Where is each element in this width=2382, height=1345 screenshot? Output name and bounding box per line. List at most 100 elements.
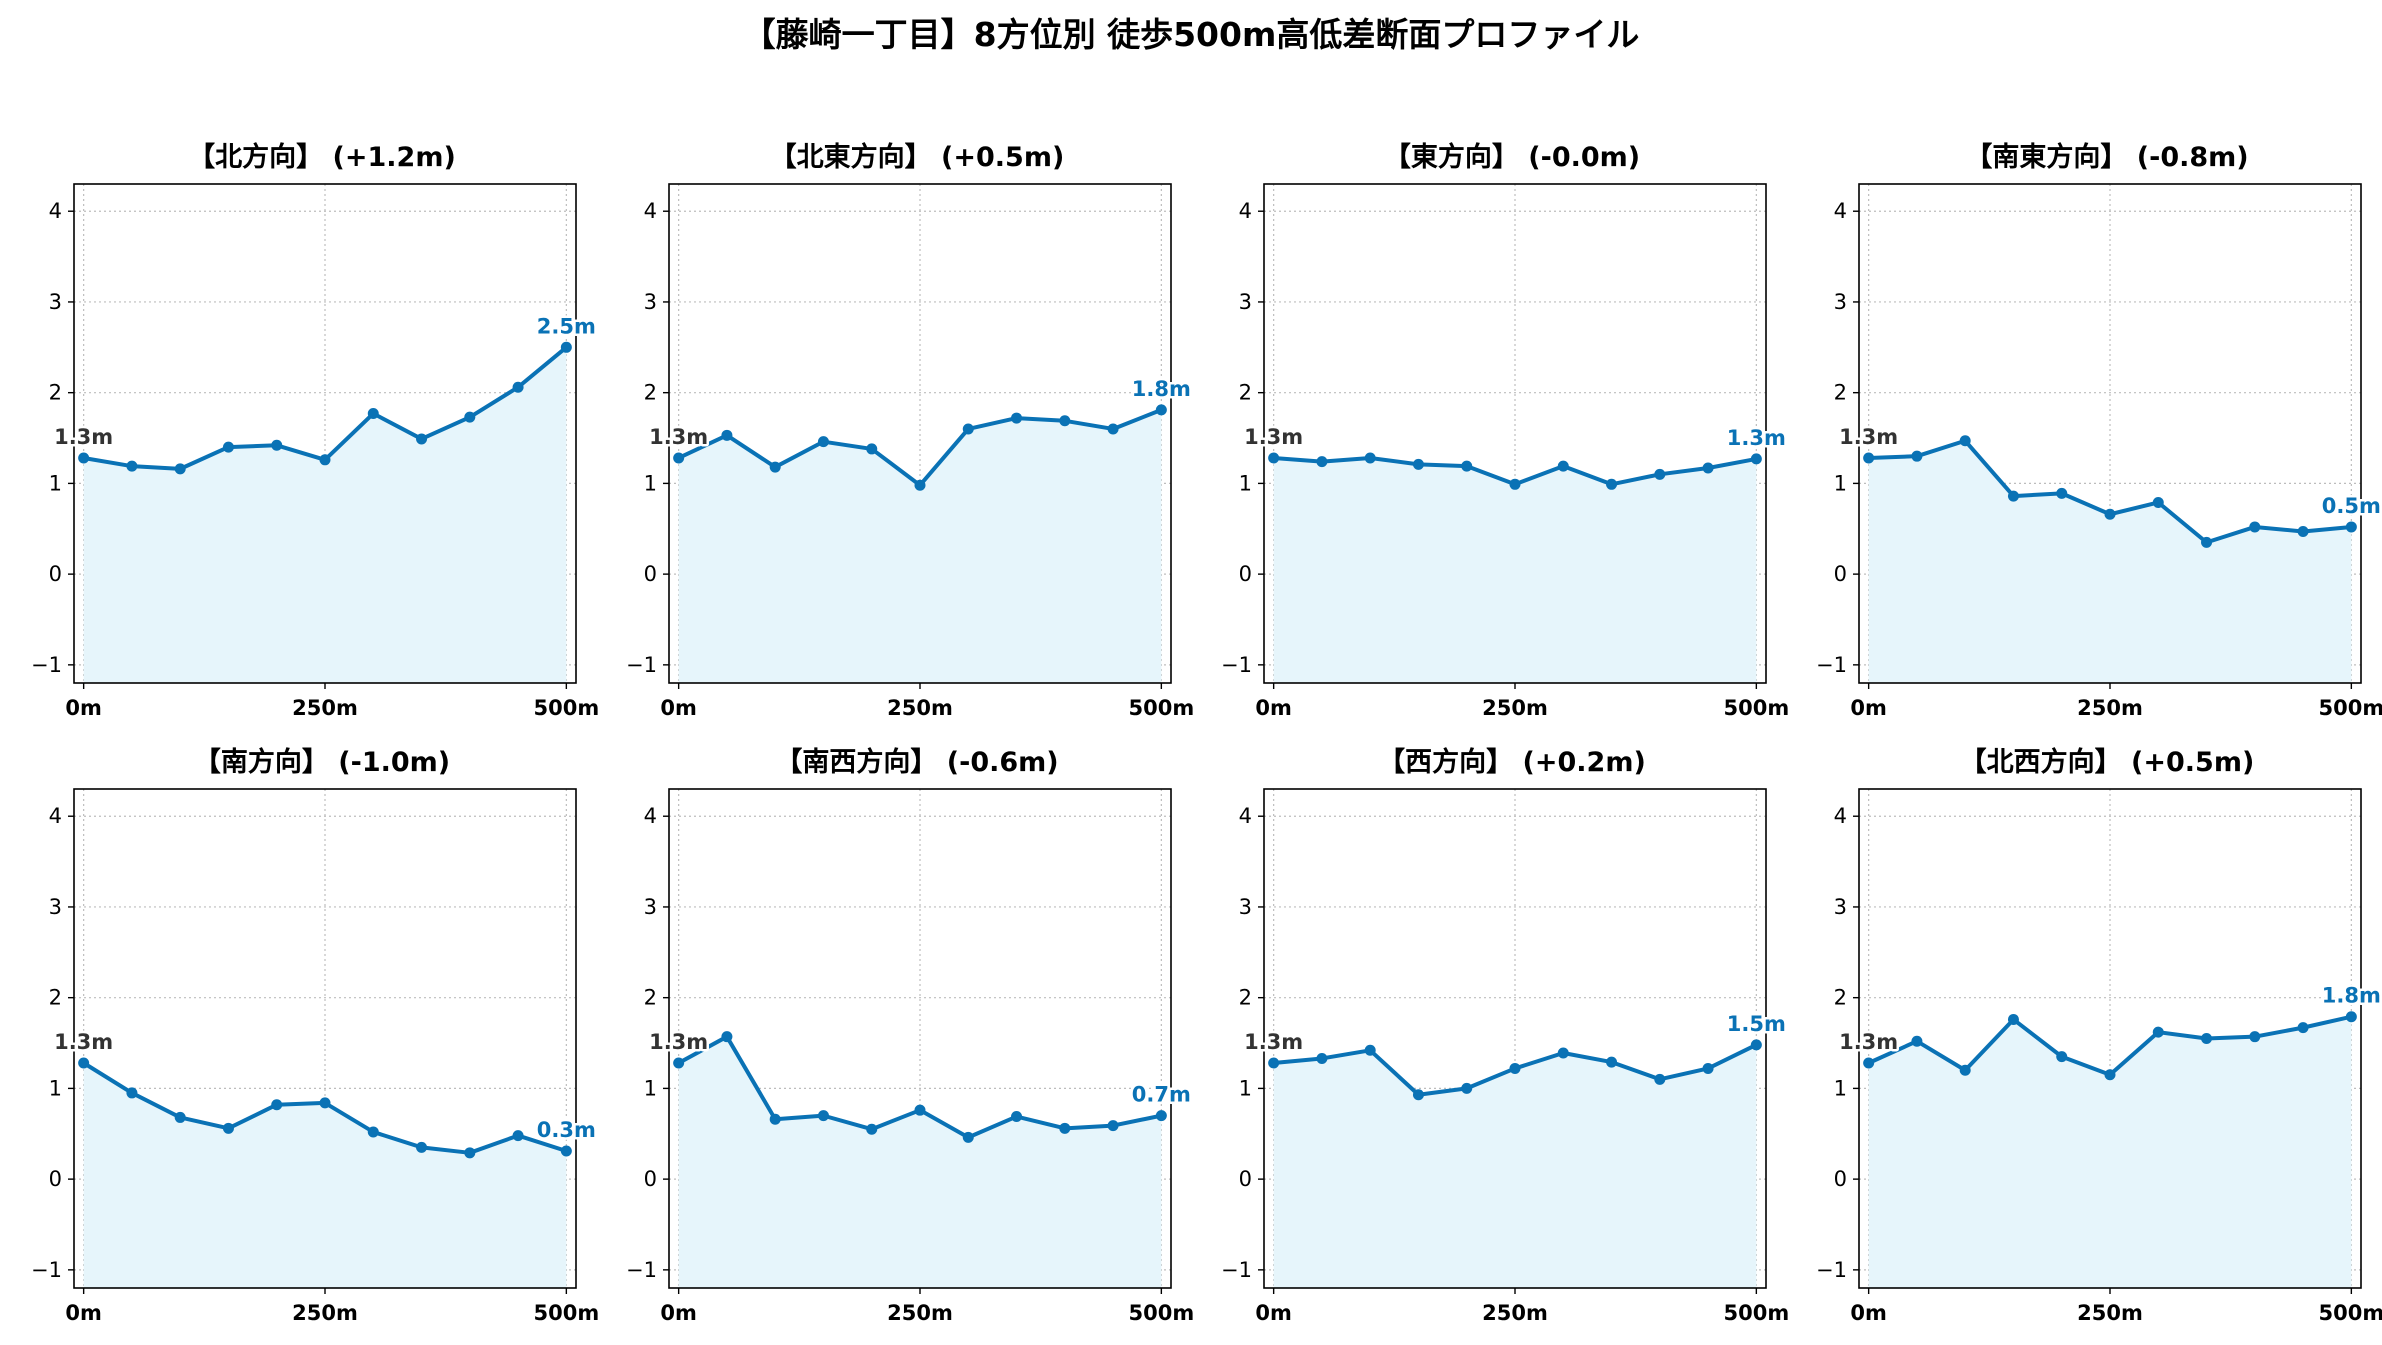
chart-title: 【北方向】 (+1.2m) (188, 142, 456, 173)
y-tick-label: 4 (1239, 804, 1252, 828)
y-tick-label: 3 (644, 895, 657, 919)
data-point (1268, 1057, 1280, 1069)
data-point (2056, 487, 2068, 499)
data-point (721, 1031, 733, 1043)
data-point (1268, 452, 1280, 464)
data-point (222, 1122, 234, 1134)
x-tick-label: 0m (1850, 1301, 1887, 1325)
end-elevation-label: 1.5m (1727, 1012, 1786, 1036)
data-point (1059, 1122, 1071, 1134)
y-tick-label: 1 (49, 471, 62, 495)
end-elevation-label: 0.7m (1132, 1083, 1191, 1107)
data-point (2297, 1022, 2309, 1034)
y-tick-label: 0 (1239, 562, 1252, 586)
data-point (1059, 415, 1071, 427)
y-tick-label: 1 (1239, 1076, 1252, 1100)
data-point (1011, 1111, 1023, 1123)
data-point (1364, 1044, 1376, 1056)
data-point (1654, 1073, 1666, 1085)
data-point (1702, 462, 1714, 474)
chart-plot: −1 0 1 2 3 4 0m 250m 500m 1.3m 2.5m (31, 183, 599, 720)
x-tick-label: 250m (2077, 696, 2143, 720)
y-tick-label: 2 (644, 381, 657, 405)
data-point (126, 460, 138, 472)
x-tick-label: 500m (1723, 1301, 1789, 1325)
y-tick-label: 3 (49, 895, 62, 919)
end-elevation-label: 1.8m (2322, 984, 2381, 1008)
chart-plot: −1 0 1 2 3 4 0m 250m 500m 1.3m 1.8m (1816, 788, 2382, 1325)
data-point (1509, 478, 1521, 490)
y-tick-label: 2 (644, 986, 657, 1010)
data-point (914, 1104, 926, 1116)
y-tick-label: 4 (49, 199, 62, 223)
y-tick-label: 0 (1239, 1167, 1252, 1191)
start-elevation-label: 1.3m (54, 425, 113, 449)
x-tick-label: 0m (1850, 696, 1887, 720)
y-tick-label: 2 (1834, 381, 1847, 405)
data-point (1155, 1110, 1167, 1122)
data-point (1863, 452, 1875, 464)
data-point (1606, 478, 1618, 490)
start-elevation-label: 1.3m (649, 1030, 708, 1054)
data-point (1557, 460, 1569, 472)
x-tick-label: 250m (292, 696, 358, 720)
x-tick-label: 0m (65, 696, 102, 720)
chart-plot: −1 0 1 2 3 4 0m 250m 500m 1.3m 1.3m (1221, 183, 1789, 720)
data-point (2297, 525, 2309, 537)
chart-panel-south: 【南方向】 (-1.0m) −1 0 1 2 3 4 0m 250m 500m 1.3m 0.3m (12, 740, 599, 1345)
y-tick-label: 0 (644, 1167, 657, 1191)
data-point (1959, 435, 1971, 447)
end-elevation-label: 1.3m (1727, 426, 1786, 450)
y-tick-label: −1 (1221, 1258, 1252, 1282)
y-tick-label: 4 (49, 804, 62, 828)
chart-panel-southeast: 【南東方向】 (-0.8m) −1 0 1 2 3 4 0m 250m 500m 1.3m 0.5m (1797, 135, 2382, 740)
y-tick-label: 0 (1834, 1167, 1847, 1191)
data-point (560, 1145, 572, 1157)
y-tick-label: 0 (1834, 562, 1847, 586)
data-point (1557, 1047, 1569, 1059)
end-elevation-label: 0.3m (537, 1118, 596, 1142)
data-point (721, 429, 733, 441)
chart-panel-west: 【西方向】 (+0.2m) −1 0 1 2 3 4 0m 250m 500m 1.3m 1.5m (1202, 740, 1789, 1345)
data-point (2249, 1031, 2261, 1043)
data-point (174, 1111, 186, 1123)
x-tick-label: 500m (533, 696, 599, 720)
y-tick-label: −1 (1816, 653, 1847, 677)
data-point (962, 1131, 974, 1143)
x-tick-label: 0m (660, 696, 697, 720)
x-tick-label: 500m (2318, 1301, 2382, 1325)
data-point (2345, 1011, 2357, 1023)
y-tick-label: 2 (49, 986, 62, 1010)
data-point (1011, 412, 1023, 424)
x-tick-label: 250m (1482, 1301, 1548, 1325)
x-tick-label: 0m (1255, 696, 1292, 720)
chart-panel-east: 【東方向】 (-0.0m) −1 0 1 2 3 4 0m 250m 500m 1.3m 1.3m (1202, 135, 1789, 740)
y-tick-label: 3 (1239, 895, 1252, 919)
y-tick-label: 0 (644, 562, 657, 586)
x-tick-label: 500m (533, 1301, 599, 1325)
data-point (673, 1057, 685, 1069)
data-point (1155, 404, 1167, 416)
data-point (2007, 490, 2019, 502)
data-point (2345, 521, 2357, 533)
data-point (2152, 1026, 2164, 1038)
data-point (914, 479, 926, 491)
data-point (319, 454, 331, 466)
chart-plot: −1 0 1 2 3 4 0m 250m 500m 1.3m 0.3m (31, 788, 599, 1325)
data-point (1107, 423, 1119, 435)
start-elevation-label: 1.3m (1839, 1030, 1898, 1054)
data-point (2249, 521, 2261, 533)
data-point (464, 1147, 476, 1159)
data-point (174, 463, 186, 475)
data-point (2152, 496, 2164, 508)
y-tick-label: 2 (1239, 986, 1252, 1010)
chart-plot: −1 0 1 2 3 4 0m 250m 500m 1.3m 0.5m (1816, 183, 2382, 720)
y-tick-label: 0 (49, 562, 62, 586)
data-point (1107, 1120, 1119, 1132)
start-elevation-label: 1.3m (649, 425, 708, 449)
y-tick-label: 4 (1239, 199, 1252, 223)
area-fill (1868, 1016, 2352, 1288)
data-point (416, 1141, 428, 1153)
y-tick-label: −1 (31, 1258, 62, 1282)
data-point (769, 461, 781, 473)
